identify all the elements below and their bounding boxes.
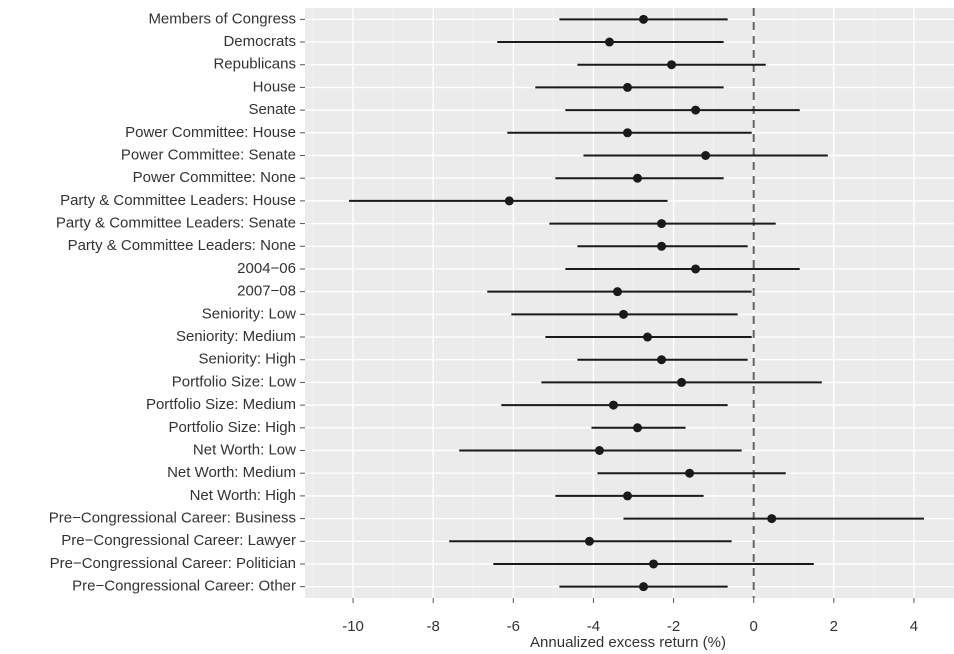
point — [657, 219, 667, 229]
point — [618, 309, 628, 319]
point — [612, 287, 622, 297]
y-tick-label: Republicans — [213, 56, 296, 73]
y-tick-label: Portfolio Size: Medium — [146, 396, 296, 413]
y-tick-label: Senate — [248, 101, 296, 118]
point — [667, 60, 677, 70]
point — [691, 105, 701, 115]
y-tick-label: Party & Committee Leaders: None — [68, 237, 296, 254]
y-tick-label: Net Worth: Low — [193, 441, 296, 458]
point — [677, 377, 687, 387]
x-tick-label: 4 — [910, 618, 918, 635]
point — [584, 536, 594, 546]
point — [622, 491, 632, 501]
point — [767, 514, 777, 524]
y-tick-label: Net Worth: Medium — [167, 464, 296, 481]
y-tick-label: Party & Committee Leaders: House — [60, 192, 296, 209]
y-tick-label: Seniority: Low — [202, 305, 296, 322]
point — [633, 423, 643, 433]
y-tick-label: Net Worth: High — [190, 487, 296, 504]
point — [622, 128, 632, 138]
y-tick-label: Power Committee: Senate — [121, 146, 296, 163]
point — [649, 559, 659, 569]
y-tick-label: Democrats — [223, 33, 296, 50]
x-axis-label: Annualized excess return (%) — [530, 634, 726, 651]
y-tick-label: Portfolio Size: Low — [172, 373, 296, 390]
y-tick-label: Pre−Congressional Career: Business — [49, 510, 296, 527]
y-tick-label: Members of Congress — [148, 10, 296, 27]
y-tick-label: Pre−Congressional Career: Lawyer — [61, 532, 296, 549]
y-tick-label: Party & Committee Leaders: Senate — [56, 215, 296, 232]
y-tick-label: Seniority: High — [198, 351, 296, 368]
point — [504, 196, 514, 206]
x-tick-label: -8 — [427, 618, 440, 635]
point — [685, 468, 695, 478]
point — [691, 264, 701, 274]
x-tick-label: 2 — [830, 618, 838, 635]
x-tick-label: 0 — [750, 618, 758, 635]
x-tick-label: -4 — [587, 618, 600, 635]
plot-panel — [305, 8, 954, 598]
y-tick-label: House — [253, 78, 296, 95]
point — [633, 173, 643, 183]
y-tick-label: 2007−08 — [237, 283, 296, 300]
point — [643, 332, 653, 342]
point — [657, 355, 667, 365]
y-tick-label: Seniority: Medium — [176, 328, 296, 345]
y-tick-label: 2004−06 — [237, 260, 296, 277]
point — [608, 400, 618, 410]
y-tick-label: Portfolio Size: High — [168, 419, 296, 436]
y-tick-label: Power Committee: House — [125, 124, 296, 141]
x-tick-label: -6 — [507, 618, 520, 635]
point — [604, 37, 614, 47]
x-tick-label: -10 — [342, 618, 364, 635]
point — [622, 82, 632, 92]
point — [639, 14, 649, 24]
point — [594, 446, 604, 455]
point — [701, 151, 711, 160]
y-tick-label: Pre−Congressional Career: Politician — [50, 555, 296, 572]
y-tick-label: Pre−Congressional Career: Other — [72, 578, 296, 595]
x-tick-label: -2 — [667, 618, 680, 635]
y-tick-label: Power Committee: None — [133, 169, 296, 186]
point — [639, 582, 649, 592]
point — [657, 241, 667, 251]
